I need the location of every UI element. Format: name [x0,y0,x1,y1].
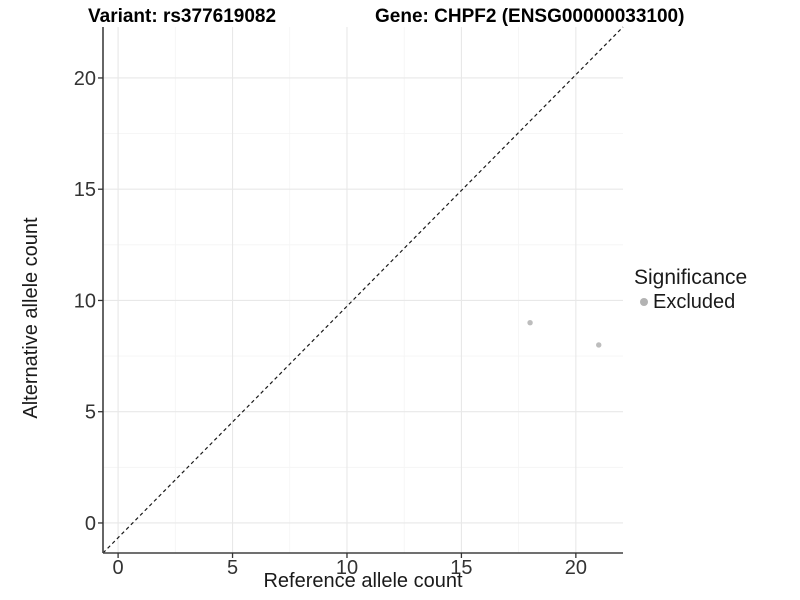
y-tick-label: 10 [74,290,96,312]
y-tick-label: 5 [85,402,96,424]
legend-item-excluded: Excluded [640,292,747,312]
legend-title: Significance [634,266,748,289]
identity-line [102,26,624,554]
legend: Significance Excluded [634,266,747,312]
y-tick-label: 20 [74,68,96,90]
y-axis-title: Alternative allele count [20,217,42,419]
data-point [596,342,602,348]
y-tick-label: 0 [85,513,96,535]
data-point [527,320,533,326]
x-tick-label: 10 [336,557,358,579]
x-tick-label: 20 [565,557,587,579]
x-axis-title: Reference allele count [263,570,463,592]
x-tick-label: 15 [450,557,472,579]
excluded-dot-icon [640,298,648,307]
variant-title: Variant: rs377619082 [88,6,277,27]
x-tick-label: 5 [227,557,238,579]
legend-item-label: Excluded [653,291,736,314]
y-tick-label: 15 [74,179,96,201]
x-tick-label: 0 [113,557,124,579]
gene-title: Gene: CHPF2 (ENSG00000033100) [375,6,685,27]
